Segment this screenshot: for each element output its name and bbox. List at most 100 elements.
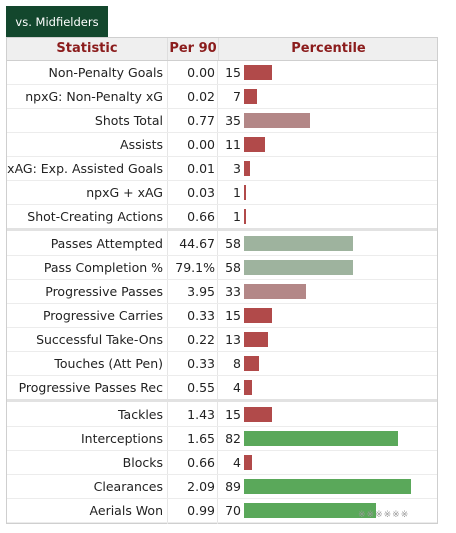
table-row: Aerials Won 0.99 70	[7, 499, 437, 523]
percentile-value: 4	[233, 380, 241, 395]
table-row: Assists 0.00 11	[7, 133, 437, 157]
stat-label[interactable]: npxG + xAG	[86, 185, 163, 200]
group-separator	[7, 399, 437, 402]
percentile-bar	[244, 65, 272, 80]
percentile-bar	[244, 260, 353, 275]
table-row: Progressive Carries 0.33 15	[7, 304, 437, 328]
per90-value: 0.55	[187, 380, 215, 395]
stat-label[interactable]: xAG: Exp. Assisted Goals	[7, 161, 163, 176]
group-separator	[7, 228, 437, 231]
per90-value: 0.22	[187, 332, 215, 347]
stat-label[interactable]: Passes Attempted	[50, 236, 163, 251]
percentile-value: 58	[225, 236, 241, 251]
column-divider	[217, 61, 218, 524]
per90-value: 0.77	[187, 113, 215, 128]
per90-value: 1.43	[187, 407, 215, 422]
percentile-value: 35	[225, 113, 241, 128]
percentile-bar	[244, 113, 310, 128]
per90-value: 0.01	[187, 161, 215, 176]
stat-label[interactable]: Progressive Passes	[45, 284, 163, 299]
header-statistic[interactable]: Statistic	[56, 41, 118, 56]
percentile-bar	[244, 308, 272, 323]
percentile-value: 15	[225, 308, 241, 323]
percentile-bar	[244, 332, 268, 347]
stat-label[interactable]: Blocks	[122, 455, 163, 470]
per90-value: 2.09	[187, 479, 215, 494]
percentile-value: 89	[225, 479, 241, 494]
table-row: Touches (Att Pen) 0.33 8	[7, 352, 437, 376]
percentile-value: 15	[225, 65, 241, 80]
percentile-table: Statistic Per 90 Percentile Non-Penalty …	[6, 37, 438, 524]
stat-label[interactable]: Touches (Att Pen)	[54, 356, 163, 371]
percentile-bar	[244, 380, 252, 395]
percentile-bar	[244, 161, 250, 176]
stat-label[interactable]: Shot-Creating Actions	[27, 209, 163, 224]
stat-label[interactable]: Non-Penalty Goals	[48, 65, 163, 80]
stat-label[interactable]: Shots Total	[94, 113, 163, 128]
header-per90[interactable]: Per 90	[167, 38, 218, 60]
per90-value: 0.03	[187, 185, 215, 200]
per90-value: 44.67	[179, 236, 215, 251]
table-row: Progressive Passes Rec 0.55 4	[7, 376, 437, 400]
table-header: Statistic Per 90 Percentile	[7, 38, 437, 61]
percentile-value: 8	[233, 356, 241, 371]
table-row: npxG + xAG 0.03 1	[7, 181, 437, 205]
stat-label[interactable]: Successful Take-Ons	[36, 332, 163, 347]
header-percentile[interactable]: Percentile	[218, 38, 438, 60]
table-row: xAG: Exp. Assisted Goals 0.01 3	[7, 157, 437, 181]
stat-label[interactable]: npxG: Non-Penalty xG	[25, 89, 163, 104]
stat-label[interactable]: Tackles	[117, 407, 163, 422]
per90-value: 0.00	[187, 65, 215, 80]
stat-label[interactable]: Clearances	[93, 479, 163, 494]
percentile-bar	[244, 185, 246, 200]
table-row: Shots Total 0.77 35	[7, 109, 437, 133]
table-row: Interceptions 1.65 82	[7, 427, 437, 451]
percentile-value: 15	[225, 407, 241, 422]
stat-label[interactable]: Assists	[120, 137, 163, 152]
percentile-value: 13	[225, 332, 241, 347]
percentile-value: 33	[225, 284, 241, 299]
table-row: Successful Take-Ons 0.22 13	[7, 328, 437, 352]
stat-label[interactable]: Progressive Passes Rec	[18, 380, 163, 395]
tab-vs-midfielders[interactable]: vs. Midfielders	[6, 6, 108, 37]
percentile-bar	[244, 356, 259, 371]
table-row: Tackles 1.43 15	[7, 403, 437, 427]
stat-label[interactable]: Progressive Carries	[42, 308, 163, 323]
percentile-bar	[244, 455, 252, 470]
per90-value: 79.1%	[175, 260, 215, 275]
percentile-bar	[244, 431, 398, 446]
percentile-bar	[244, 236, 353, 251]
table-row: Shot-Creating Actions 0.66 1	[7, 205, 437, 229]
per90-value: 0.66	[187, 209, 215, 224]
table-row: npxG: Non-Penalty xG 0.02 7	[7, 85, 437, 109]
table-row: Non-Penalty Goals 0.00 15	[7, 61, 437, 85]
stat-label[interactable]: Interceptions	[80, 431, 163, 446]
table-row: Progressive Passes 3.95 33	[7, 280, 437, 304]
percentile-value: 1	[233, 185, 241, 200]
table-row: Pass Completion % 79.1% 58	[7, 256, 437, 280]
stat-label[interactable]: Aerials Won	[89, 503, 163, 518]
table-row: Clearances 2.09 89	[7, 475, 437, 499]
per90-value: 0.02	[187, 89, 215, 104]
percentile-value: 4	[233, 455, 241, 470]
percentile-bar	[244, 89, 257, 104]
per90-value: 0.33	[187, 356, 215, 371]
per90-value: 1.65	[187, 431, 215, 446]
per90-value: 0.66	[187, 455, 215, 470]
percentile-bar	[244, 407, 272, 422]
stat-label[interactable]: Pass Completion %	[43, 260, 163, 275]
percentile-bar	[244, 479, 411, 494]
percentile-bar	[244, 137, 265, 152]
per90-value: 3.95	[187, 284, 215, 299]
percentile-bar	[244, 503, 376, 518]
per90-value: 0.33	[187, 308, 215, 323]
percentile-value: 11	[225, 137, 241, 152]
table-row: Passes Attempted 44.67 58	[7, 232, 437, 256]
percentile-bar	[244, 284, 306, 299]
table-row: Blocks 0.66 4	[7, 451, 437, 475]
percentile-value: 7	[233, 89, 241, 104]
watermark: ※※※※※※	[358, 510, 410, 520]
per90-value: 0.99	[187, 503, 215, 518]
per90-value: 0.00	[187, 137, 215, 152]
percentile-value: 3	[233, 161, 241, 176]
